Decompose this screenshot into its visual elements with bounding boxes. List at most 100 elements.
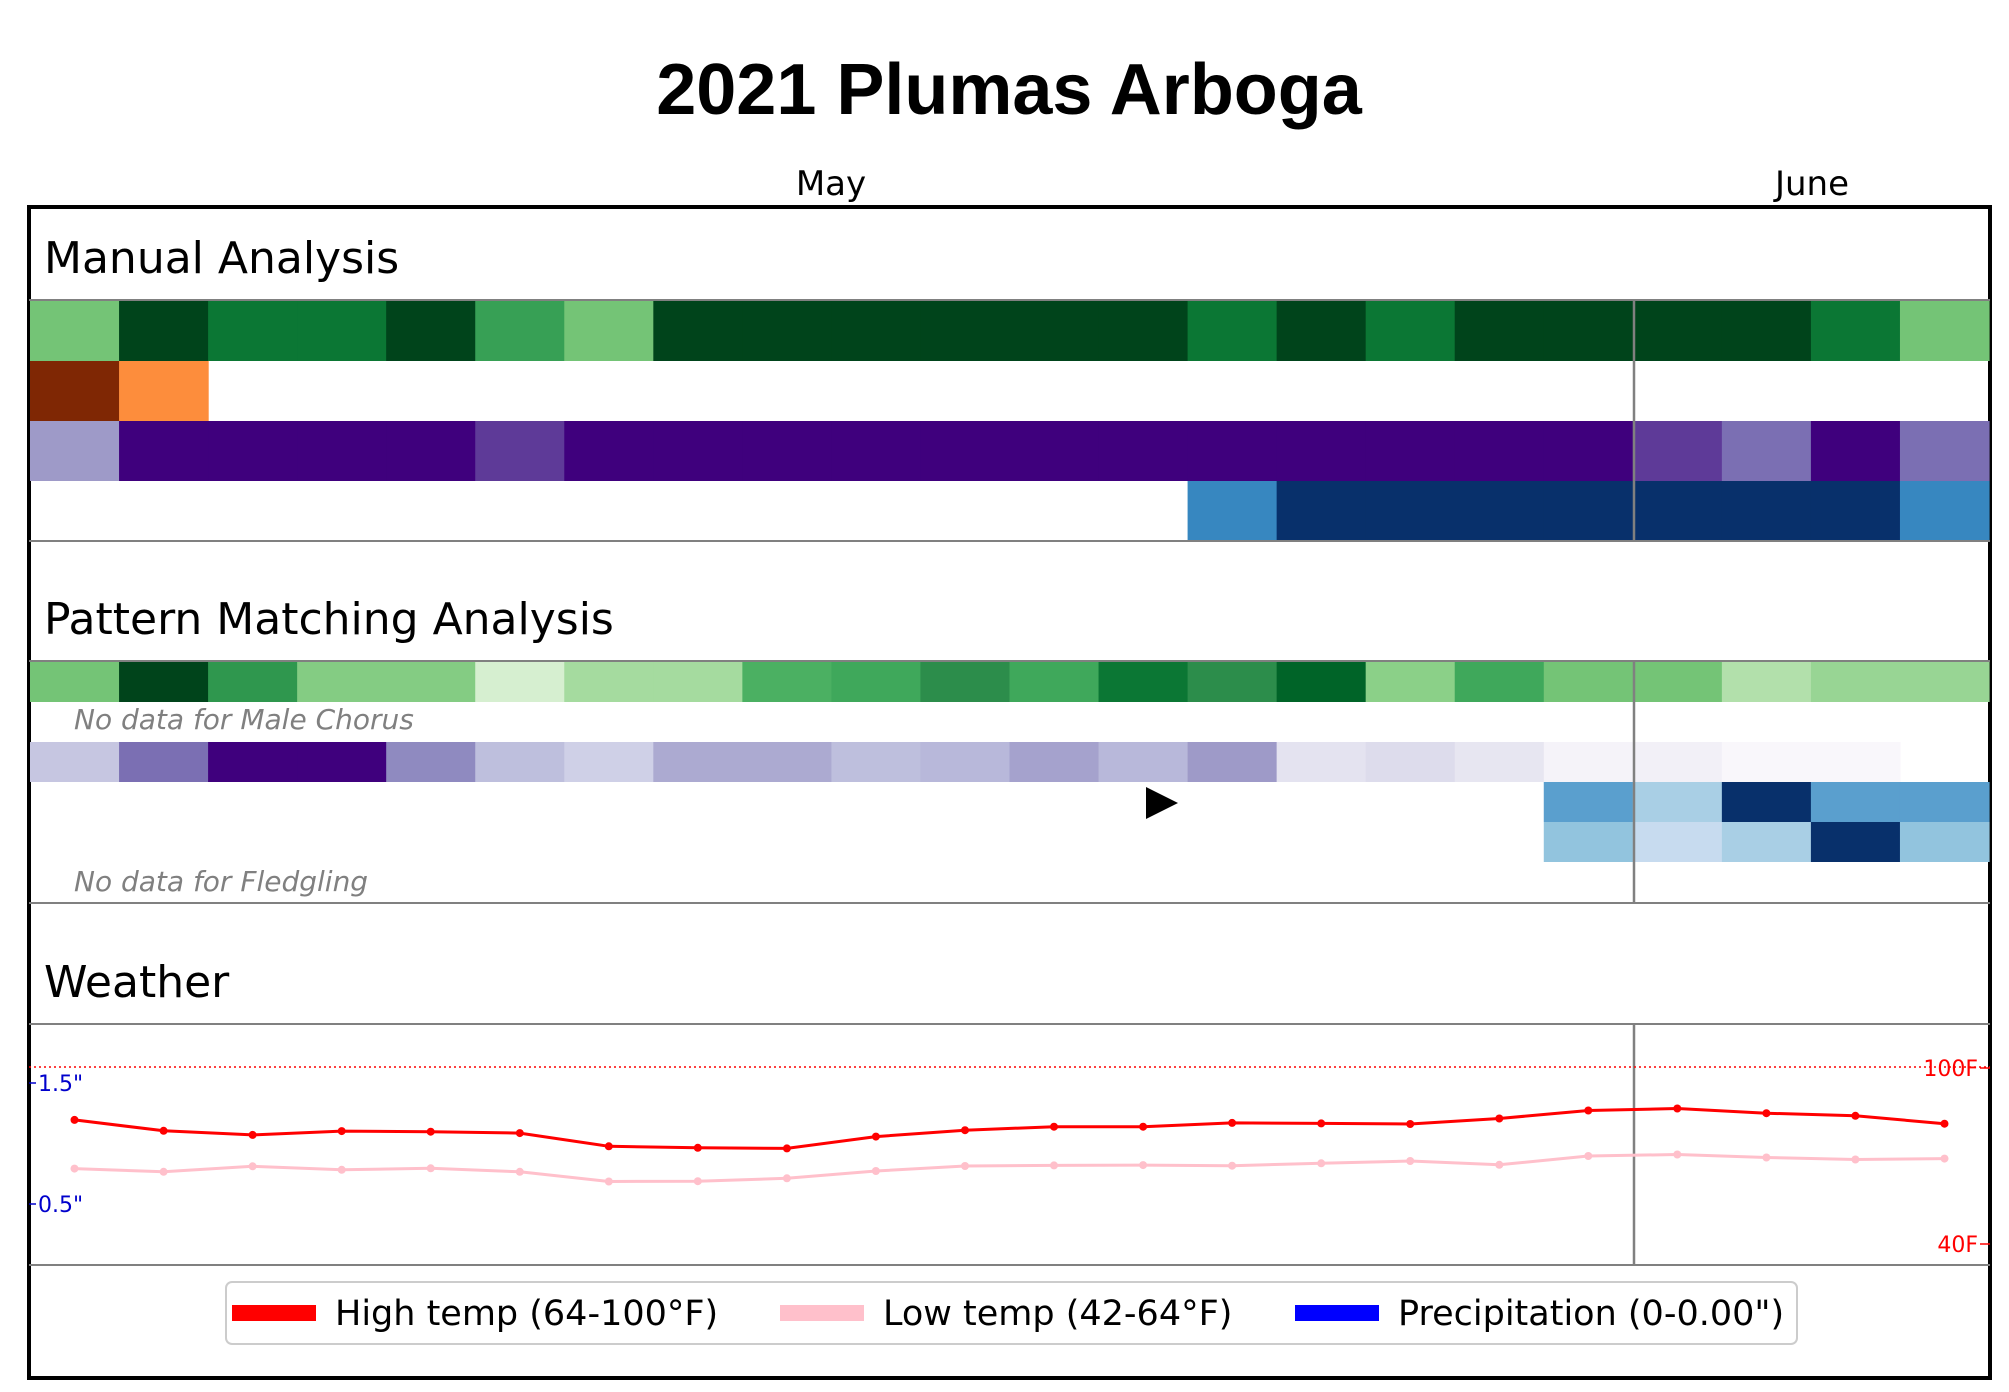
pattern-cell xyxy=(1632,662,1723,702)
pattern-cell xyxy=(1543,662,1634,702)
manual-cell xyxy=(1187,481,1278,541)
pattern-cell xyxy=(297,742,387,782)
manual-cell xyxy=(475,421,565,481)
pattern-cell xyxy=(1810,822,1901,862)
pattern-cell xyxy=(1365,662,1456,702)
low-temp-point xyxy=(1762,1153,1771,1162)
low-temp-point xyxy=(1406,1157,1415,1165)
high-temp-point xyxy=(1495,1114,1504,1123)
manual-cell xyxy=(831,421,922,481)
manual-cell xyxy=(119,421,209,481)
low-temp-point xyxy=(693,1177,702,1186)
manual-cell xyxy=(386,421,476,481)
manual-cell xyxy=(1454,421,1545,481)
high-temp-line xyxy=(74,1106,1945,1150)
low-temp-point xyxy=(1673,1150,1682,1159)
pattern-cell xyxy=(1276,742,1367,782)
legend-box xyxy=(225,1281,1798,1345)
manual-cell xyxy=(1098,301,1189,361)
pattern-cell xyxy=(119,742,209,782)
pattern-cell xyxy=(653,662,743,702)
pattern-cell xyxy=(1899,782,1990,822)
manual-cell xyxy=(475,301,565,361)
manual-cell xyxy=(1098,421,1189,481)
manual-cell xyxy=(1810,301,1901,361)
high-temp-point xyxy=(1584,1106,1593,1115)
manual-cell xyxy=(208,421,298,481)
pattern-cell xyxy=(653,742,743,782)
low-temp-point xyxy=(337,1165,346,1174)
high-temp-point xyxy=(1673,1104,1682,1113)
chart-title: 2021 Plumas Arboga xyxy=(656,50,1363,130)
high-temp-point xyxy=(1940,1119,1949,1128)
pattern-cell xyxy=(1721,662,1812,702)
legend-label-high: High temp (64-100°F) xyxy=(335,1294,718,1334)
high-temp-point xyxy=(871,1132,880,1141)
section-title-pattern: Pattern Matching Analysis xyxy=(44,594,614,645)
nodata-fledgling: No data for Fledgling xyxy=(74,865,368,898)
manual-cell xyxy=(564,421,654,481)
pattern-cell xyxy=(1721,822,1812,862)
manual-cell xyxy=(1632,421,1723,481)
manual-cell xyxy=(1543,481,1634,541)
low-temp-point xyxy=(604,1177,613,1186)
high-temp-point xyxy=(604,1142,613,1151)
chart-frame xyxy=(27,205,1992,1380)
high-temp-point xyxy=(1762,1109,1771,1118)
low-temp-point xyxy=(1584,1152,1593,1160)
pattern-cell xyxy=(1632,742,1723,782)
manual-cell xyxy=(30,421,120,481)
low-temp-point xyxy=(70,1164,79,1173)
pattern-cell xyxy=(1098,742,1189,782)
low-temp-point xyxy=(782,1174,791,1183)
manual-cell xyxy=(653,421,743,481)
play-icon[interactable] xyxy=(1146,787,1178,819)
manual-cell xyxy=(1899,481,1990,541)
manual-cell xyxy=(1543,301,1634,361)
legend-label-precip: Precipitation (0-0.00") xyxy=(1398,1294,1784,1334)
pattern-cell xyxy=(742,662,833,702)
pattern-cell xyxy=(386,662,476,702)
manual-cell xyxy=(1365,421,1456,481)
manual-cell xyxy=(1365,481,1456,541)
pattern-cell xyxy=(920,662,1011,702)
pattern-cell xyxy=(1543,742,1634,782)
pattern-cell xyxy=(1454,742,1545,782)
section-lines xyxy=(29,299,1990,1266)
precip-label-1-5: 1.5" xyxy=(38,1072,83,1097)
pattern-cell xyxy=(475,662,565,702)
low-temp-point xyxy=(1851,1155,1860,1164)
manual-cell xyxy=(1454,481,1545,541)
high-temp-point xyxy=(337,1127,346,1136)
pattern-cell xyxy=(742,742,833,782)
manual-cell xyxy=(386,301,476,361)
pattern-cell xyxy=(1187,662,1278,702)
pattern-cell xyxy=(831,742,922,782)
high-temp-point xyxy=(1317,1119,1326,1128)
high-temp-point xyxy=(1228,1118,1237,1127)
manual-cell xyxy=(1454,301,1545,361)
pattern-cell xyxy=(30,662,120,702)
legend: High temp (64-100°F) Low temp (42-64°F) … xyxy=(225,1281,1798,1345)
legend-swatch-low xyxy=(780,1305,864,1321)
low-temp-point xyxy=(871,1167,880,1175)
manual-cell xyxy=(1632,481,1723,541)
manual-cell xyxy=(1276,421,1367,481)
legend-label-low: Low temp (42-64°F) xyxy=(883,1294,1232,1334)
manual-cell xyxy=(119,301,209,361)
pattern-cell xyxy=(1721,782,1812,822)
pattern-cell xyxy=(1810,662,1901,702)
manual-cell xyxy=(297,421,387,481)
pattern-cell xyxy=(1899,662,1990,702)
manual-cell xyxy=(920,421,1011,481)
manual-cell xyxy=(564,301,654,361)
manual-cell xyxy=(1187,301,1278,361)
pattern-cell xyxy=(119,662,209,702)
legend-swatch-precip xyxy=(1295,1305,1379,1321)
low-temp-point xyxy=(426,1164,435,1173)
manual-cell xyxy=(831,301,922,361)
low-temp-point xyxy=(1940,1154,1949,1163)
manual-cell xyxy=(653,301,743,361)
manual-cell xyxy=(1276,481,1367,541)
